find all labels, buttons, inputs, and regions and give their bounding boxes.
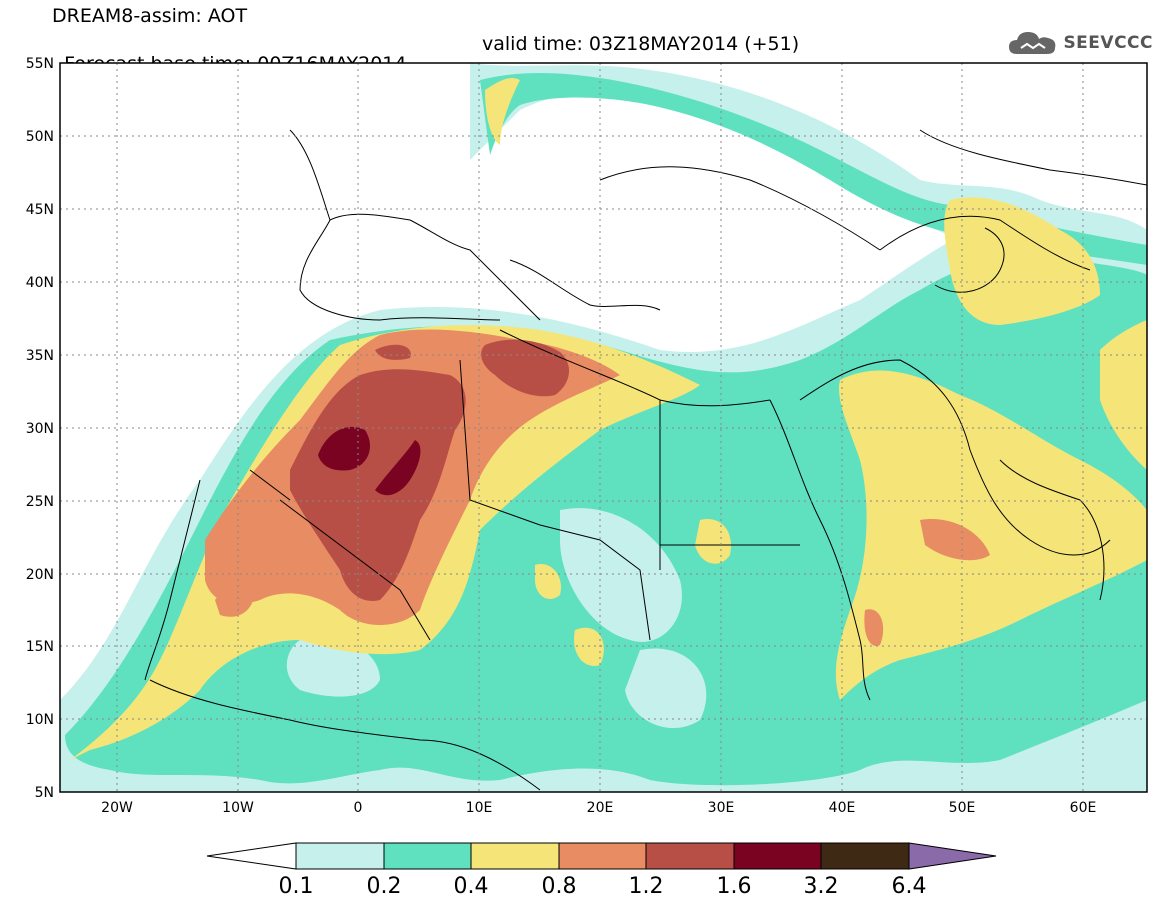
lat-axis: 5N 10N 15N 20N 25N 30N 35N 40N 45N 50N 5… <box>26 56 54 801</box>
colorbar-bin <box>383 842 472 870</box>
colorbar-label: 1.2 <box>629 874 664 899</box>
aot-level-0.1-patches <box>286 508 707 729</box>
aot-level-1.6 <box>318 426 421 496</box>
lon-label: 50E <box>949 800 976 816</box>
lat-label: 20N <box>26 567 54 583</box>
colorbar-bin <box>558 842 647 870</box>
colorbar-label: 0.4 <box>454 874 489 899</box>
colorbar-bin <box>295 842 385 870</box>
lat-label: 35N <box>26 348 54 364</box>
lat-label: 30N <box>26 421 54 437</box>
lat-label: 10N <box>26 712 54 728</box>
lon-label: 30E <box>708 800 735 816</box>
lon-label: 10E <box>466 800 493 816</box>
lon-label: 60E <box>1070 800 1097 816</box>
colorbar-bin <box>645 842 735 870</box>
colorbar-label: 0.2 <box>367 874 402 899</box>
colorbar-label: 1.6 <box>717 874 752 899</box>
aot-field <box>60 63 1147 792</box>
colorbar-label: 3.2 <box>804 874 839 899</box>
lat-label: 15N <box>26 639 54 655</box>
colorbar-label: 0.1 <box>279 874 314 899</box>
valid-time: valid time: 03Z18MAY2014 (+51) <box>482 33 800 55</box>
lat-label: 5N <box>35 785 54 801</box>
lon-label: 10W <box>222 800 254 816</box>
colorbar-labels: 0.1 0.2 0.4 0.8 1.2 1.6 3.2 6.4 <box>279 874 927 899</box>
lat-label: 45N <box>26 202 54 218</box>
lat-label: 40N <box>26 275 54 291</box>
lon-label: 40E <box>829 800 856 816</box>
colorbar-bin <box>733 842 822 870</box>
lon-label: 20W <box>101 800 133 816</box>
aot-level-1.2 <box>290 339 570 601</box>
lat-label: 50N <box>26 129 54 145</box>
lat-label: 55N <box>26 56 54 72</box>
cloud-icon <box>1009 32 1056 54</box>
colorbar-bin <box>470 842 560 870</box>
colorbar-label: 6.4 <box>892 874 927 899</box>
logo-text: SEEVCCC <box>1063 33 1153 53</box>
lon-label: 0 <box>354 800 363 816</box>
lon-label: 20E <box>587 800 614 816</box>
map-frame <box>59 62 1148 793</box>
seevccc-logo: SEEVCCC <box>1007 28 1153 58</box>
lon-axis: 20W 10W 0 10E 20E 30E 40E 50E 60E <box>101 800 1096 816</box>
map-title: DREAM8-assim: AOT <box>52 5 248 27</box>
colorbar-under-arrow <box>206 842 297 870</box>
colorbar <box>206 842 997 870</box>
colorbar-label: 0.8 <box>542 874 577 899</box>
coastlines <box>144 129 1147 791</box>
colorbar-bin <box>820 842 910 870</box>
lat-label: 25N <box>26 494 54 510</box>
colorbar-over-arrow <box>908 842 997 870</box>
grid-lines <box>60 63 1147 792</box>
